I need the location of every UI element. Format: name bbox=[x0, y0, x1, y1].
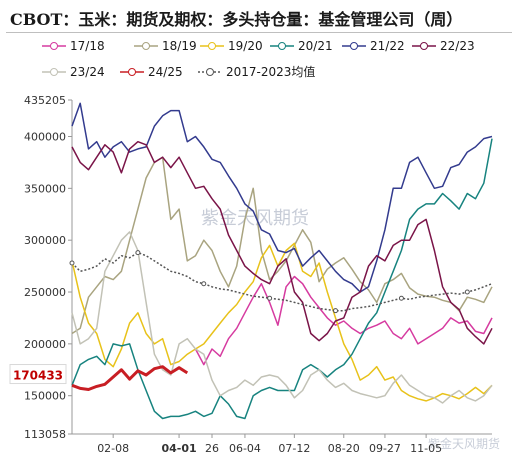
x-tick-label: 02-08 bbox=[97, 442, 129, 455]
series-point-2017-2023 bbox=[267, 295, 273, 301]
legend-swatch-17-18 bbox=[42, 42, 66, 50]
series-layer bbox=[69, 102, 493, 420]
legend-item-24-25[interactable]: 24/25 bbox=[118, 64, 208, 80]
legend-swatch-20-21 bbox=[270, 42, 294, 50]
legend-swatch-24-25 bbox=[120, 68, 144, 76]
line-chart: 紫金天风期货 紫金天风期货 113058 150000 200000 250000 30… bbox=[9, 94, 500, 455]
chart-axes bbox=[68, 99, 492, 438]
series-point-2017-2023 bbox=[464, 289, 470, 295]
legend-item-23-24[interactable]: 23/24 bbox=[40, 64, 130, 80]
y-tick-label: 350000 bbox=[24, 182, 66, 195]
x-tick-label: 08-20 bbox=[328, 442, 360, 455]
legend-item-19-20[interactable]: 19/20 bbox=[198, 38, 288, 54]
legend-label-18-19: 18/19 bbox=[162, 39, 197, 53]
legend-label-avg-2017-2023: 2017-2023均值 bbox=[226, 65, 316, 79]
series-line-19-20 bbox=[71, 242, 493, 402]
legend-swatch-22-23 bbox=[412, 42, 436, 50]
series-line-23-24 bbox=[71, 231, 493, 404]
series-line-2017-2023 bbox=[71, 251, 493, 312]
watermark-logo: 紫金天风期货 bbox=[428, 436, 500, 451]
legend-item-avg-2017-2023[interactable]: 2017-2023均值 bbox=[196, 64, 336, 80]
tick-labels: 113058 150000 200000 250000 300000 350000 4000… bbox=[9, 94, 442, 455]
last-value-label: 170433 bbox=[13, 369, 63, 383]
y-tick-label: 435205 bbox=[24, 94, 66, 107]
chart-legend: 17/18 18/19 19/20 20/21 21/22 22/23 23/2… bbox=[14, 38, 514, 84]
legend-item-22-23[interactable]: 22/23 bbox=[410, 38, 506, 54]
legend-item-20-21[interactable]: 20/21 bbox=[268, 38, 358, 54]
legend-item-17-18[interactable]: 17/18 bbox=[40, 38, 136, 54]
series-line-22-23 bbox=[71, 140, 493, 345]
y-tick-label: 250000 bbox=[24, 286, 66, 299]
legend-label-17-18: 17/18 bbox=[70, 39, 105, 53]
legend-label-21-22: 21/22 bbox=[370, 39, 405, 53]
series-line-20-21 bbox=[71, 138, 493, 420]
legend-item-21-22[interactable]: 21/22 bbox=[340, 38, 430, 54]
legend-item-18-19[interactable]: 18/19 bbox=[132, 38, 222, 54]
legend-swatch-avg-2017-2023 bbox=[198, 68, 222, 76]
legend-swatch-23-24 bbox=[42, 68, 66, 76]
legend-label-24-25: 24/25 bbox=[148, 65, 183, 79]
legend-label-19-20: 19/20 bbox=[228, 39, 263, 53]
series-point-2017-2023 bbox=[398, 295, 404, 301]
legend-label-22-23: 22/23 bbox=[440, 39, 475, 53]
legend-label-20-21: 20/21 bbox=[298, 39, 333, 53]
watermark-text: 紫金天风期货 bbox=[201, 208, 309, 229]
x-tick-label: 26 bbox=[205, 442, 219, 455]
last-value-badge bbox=[9, 364, 67, 385]
y-tick-label: 200000 bbox=[24, 338, 66, 351]
series-line-17-18 bbox=[194, 275, 493, 366]
series-line-24-25 bbox=[71, 365, 189, 391]
y-tick-label: 150000 bbox=[24, 390, 66, 403]
y-tick-label: 400000 bbox=[24, 131, 66, 144]
y-tick-label: 300000 bbox=[24, 234, 66, 247]
x-tick-label: 09-27 bbox=[369, 442, 401, 455]
legend-swatch-18-19 bbox=[134, 42, 158, 50]
legend-label-23-24: 23/24 bbox=[70, 65, 105, 79]
series-point-2017-2023 bbox=[201, 281, 207, 287]
series-line-21-22 bbox=[71, 102, 493, 293]
legend-swatch-21-22 bbox=[342, 42, 366, 50]
title-divider bbox=[6, 32, 512, 33]
y-tick-label: 113058 bbox=[24, 428, 66, 441]
x-tick-label: 06-04 bbox=[229, 442, 261, 455]
x-tick-label: 04-01 bbox=[161, 442, 196, 455]
series-point-2017-2023 bbox=[135, 250, 141, 256]
series-point-2017-2023 bbox=[333, 308, 339, 314]
series-point-2017-2023 bbox=[69, 260, 75, 266]
x-tick-label: 07-12 bbox=[278, 442, 310, 455]
x-tick-label: 11-05 bbox=[410, 442, 442, 455]
legend-swatch-19-20 bbox=[200, 42, 224, 50]
series-line-18-19 bbox=[71, 156, 493, 335]
chart-title: CBOT：玉米：期货及期权：多头持仓量：基金管理公司（周） bbox=[10, 10, 463, 29]
